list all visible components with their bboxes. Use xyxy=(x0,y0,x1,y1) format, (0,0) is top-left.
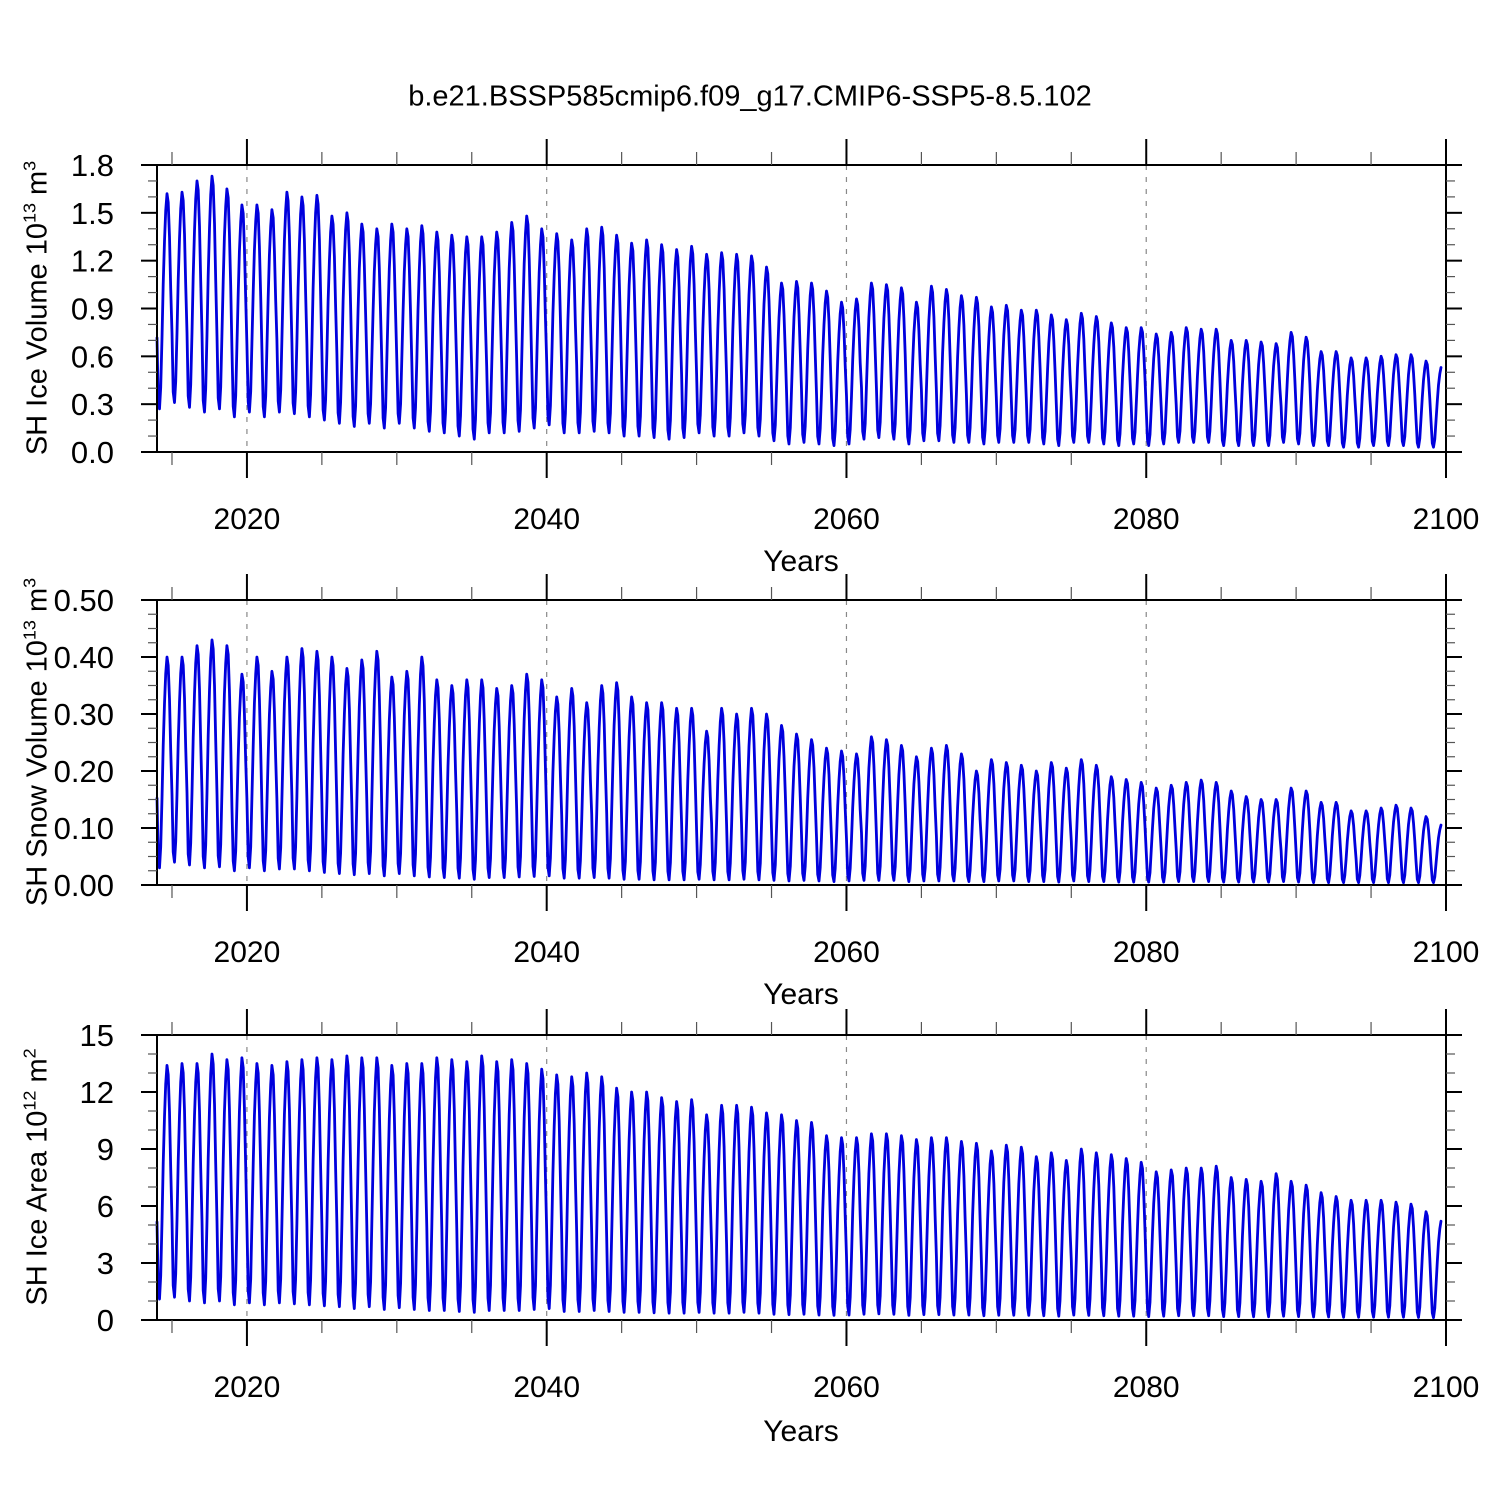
figure-title: b.e21.BSSP585cmip6.f09_g17.CMIP6-SSP5-8.… xyxy=(408,80,1092,113)
series-line-ice-area xyxy=(155,1052,1443,1320)
x-tick-label: 2020 xyxy=(214,936,281,969)
x-tick-label: 2080 xyxy=(1113,1371,1180,1404)
x-axis-title-snow-volume: Years xyxy=(763,978,839,1011)
y-tick-label: 0.0 xyxy=(71,435,114,470)
y-axis-title-part: SH Ice Volume 10 xyxy=(21,223,54,456)
x-tick-label: 2040 xyxy=(513,503,580,536)
y-tick-label: 0 xyxy=(97,1303,114,1338)
y-axis-title-exponent: 3 xyxy=(19,577,40,588)
x-tick-label: 2040 xyxy=(513,936,580,969)
x-axis-title-ice-area: Years xyxy=(763,1415,839,1448)
y-tick-label: 0.10 xyxy=(54,811,114,846)
x-tick-label: 2100 xyxy=(1413,936,1480,969)
series-line-ice-volume xyxy=(155,174,1443,449)
y-tick-label: 0.30 xyxy=(54,697,114,732)
x-tick-label: 2080 xyxy=(1113,936,1180,969)
y-axis-title-ice-area-text: SH Ice Area 1012 m2 xyxy=(20,1048,55,1305)
y-axis-title-snow-volume-text: SH Snow Volume 1013 m3 xyxy=(20,578,55,906)
y-axis-title-ice-volume-text: SH Ice Volume 1013 m3 xyxy=(20,161,55,455)
y-tick-label: 9 xyxy=(97,1132,114,1167)
y-tick-label: 0.00 xyxy=(54,868,114,903)
y-tick-label: 1.5 xyxy=(71,196,114,231)
y-tick-label: 0.3 xyxy=(71,387,114,422)
y-tick-label: 12 xyxy=(80,1075,114,1110)
x-axis-title-ice-volume: Years xyxy=(763,545,839,578)
y-tick-label: 6 xyxy=(97,1189,114,1224)
y-tick-label: 0.20 xyxy=(54,754,114,789)
y-axis-title-exponent: 13 xyxy=(19,620,40,641)
y-axis-title-part: m xyxy=(21,587,54,621)
x-tick-label: 2060 xyxy=(813,503,880,536)
panel-ice-area: 2020 2040 2060 2080 2100 0 3 6 9 12 15 xyxy=(80,1009,1480,1404)
y-tick-label: 0.6 xyxy=(71,339,114,374)
x-tick-label: 2100 xyxy=(1413,1371,1480,1404)
x-tick-label: 2060 xyxy=(813,1371,880,1404)
y-tick-label: 1.2 xyxy=(71,244,114,279)
y-axis-title-part: SH Ice Area 10 xyxy=(21,1110,54,1306)
plot-frame-ice-area xyxy=(156,1034,1447,1321)
y-axis-title-part: m xyxy=(21,170,54,204)
y-tick-label: 3 xyxy=(97,1246,114,1281)
x-tick-label: 2040 xyxy=(513,1371,580,1404)
y-axis-title-exponent: 3 xyxy=(19,160,40,171)
series-line-snow-volume xyxy=(155,638,1443,885)
y-tick-label: 0.9 xyxy=(71,292,114,327)
y-tick-label: 0.40 xyxy=(54,640,114,675)
x-tick-label: 2100 xyxy=(1413,503,1480,536)
x-tick-label: 2020 xyxy=(214,1371,281,1404)
panel-snow-volume: 2020 2040 2060 2080 2100 0.00 0.10 0.20 0.30 0.40… xyxy=(54,574,1480,969)
x-tick-label: 2020 xyxy=(214,503,281,536)
x-tick-label: 2080 xyxy=(1113,503,1180,536)
y-axis-title-exponent: 2 xyxy=(19,1048,40,1059)
y-axis-title-exponent: 13 xyxy=(19,203,40,224)
y-tick-label: 0.50 xyxy=(54,583,114,618)
x-tick-label: 2060 xyxy=(813,936,880,969)
panel-ice-volume: 2020 2040 2060 2080 2100 0.0 0.3 0.6 0.9 1.2 1.5 1.… xyxy=(71,139,1479,536)
y-tick-label: 1.8 xyxy=(71,148,114,183)
y-axis-title-exponent: 12 xyxy=(19,1090,40,1111)
y-axis-title-part: SH Snow Volume 10 xyxy=(21,640,54,907)
y-axis-title-part: m xyxy=(21,1058,54,1091)
y-tick-label: 15 xyxy=(80,1018,114,1053)
